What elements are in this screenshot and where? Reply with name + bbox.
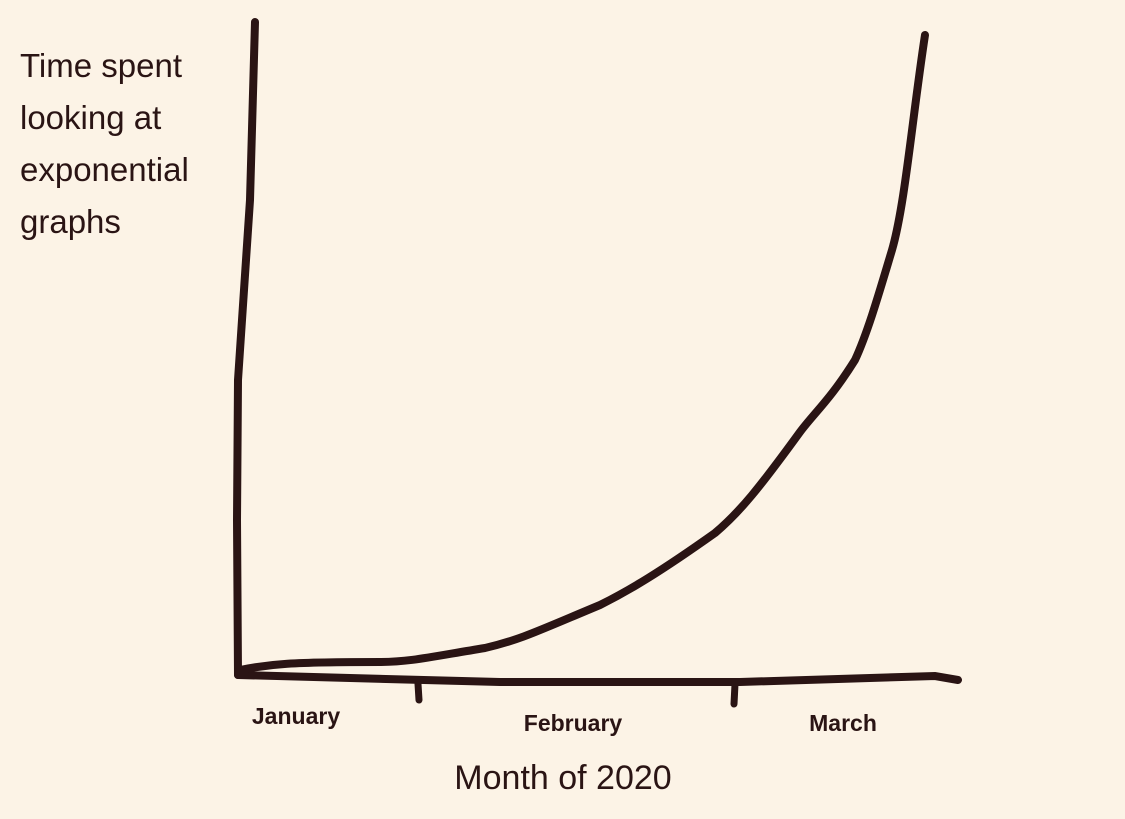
y-axis [232, 18, 259, 679]
y-label-box: Time spent looking at exponential graphs [20, 47, 189, 240]
x-tick [414, 680, 423, 704]
x-tick-label: February [524, 710, 623, 736]
x-tick-label: January [252, 703, 340, 729]
exponential-curve [236, 31, 929, 674]
y-axis-label: Time spent looking at exponential graphs [20, 47, 189, 240]
x-axis [234, 671, 962, 686]
x-axis-label: Month of 2020 [454, 759, 671, 797]
x-tick-label: March [809, 710, 877, 736]
x-tick [730, 680, 739, 708]
